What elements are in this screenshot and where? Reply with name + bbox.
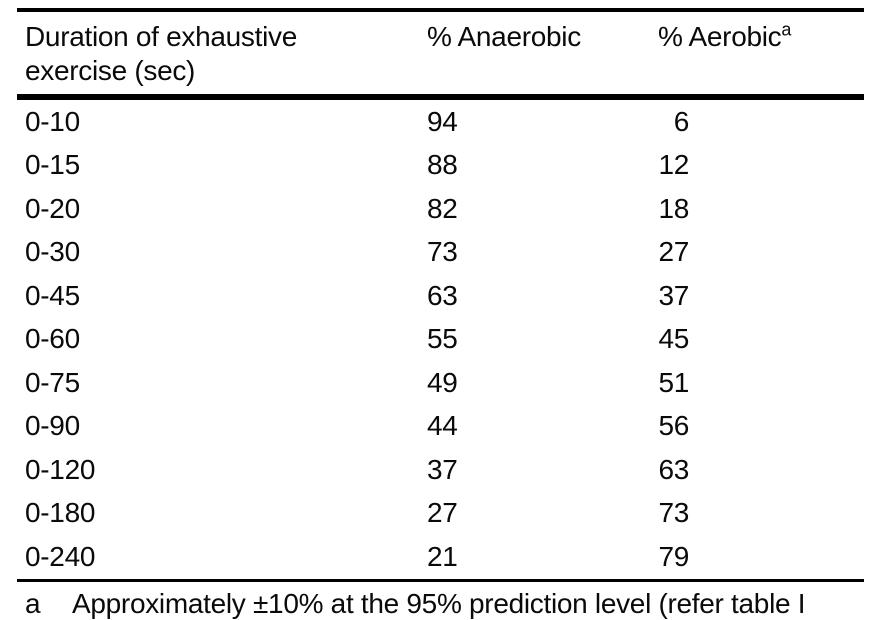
aerobic-value: 51 [658,366,689,398]
duration-value: 0-60 [25,323,80,355]
table-header: Duration of exhaustive exercise (sec) % … [17,10,864,100]
table-row: 0-60 55 45 [17,318,864,362]
cell-anaerobic: 37 [427,448,658,492]
table-row: 0-45 63 37 [17,274,864,318]
anaerobic-value: 82 [427,192,458,224]
aerobic-value: 6 [673,105,690,137]
aerobic-value: 45 [658,323,689,355]
cell-duration: 0-90 [17,405,427,449]
footnote-text: Approximately ±10% at the 95% prediction… [72,587,806,619]
cell-anaerobic: 49 [427,361,658,405]
table-row: 0-30 73 27 [17,231,864,275]
cell-duration: 0-120 [17,448,427,492]
duration-value: 0-240 [25,540,96,572]
duration-value: 0-15 [25,149,80,181]
cell-aerobic: 6 [658,97,864,144]
header-anaerobic: % Anaerobic [427,10,658,100]
table-row: 0-20 82 18 [17,187,864,231]
anaerobic-value: 21 [427,540,458,572]
cell-anaerobic: 21 [427,535,658,582]
cell-duration: 0-180 [17,492,427,536]
anaerobic-value: 88 [427,149,458,181]
table-row: 0-120 37 63 [17,448,864,492]
table-body: 0-10 94 6 0-15 88 12 0-20 82 18 0-3 [17,97,864,582]
anaerobic-value: 63 [427,279,458,311]
cell-aerobic: 79 [658,535,864,582]
aerobic-value: 79 [658,540,689,572]
table-row: 0-240 21 79 [17,535,864,582]
cell-duration: 0-30 [17,231,427,275]
cell-aerobic: 12 [658,144,864,188]
cell-duration: 0-45 [17,274,427,318]
header-duration-label: Duration of exhaustive exercise (sec) [25,21,298,86]
table-row: 0-180 27 73 [17,492,864,536]
cell-aerobic: 73 [658,492,864,536]
cell-duration: 0-20 [17,187,427,231]
energy-contribution-table: Duration of exhaustive exercise (sec) % … [17,8,864,582]
cell-anaerobic: 44 [427,405,658,449]
header-duration: Duration of exhaustive exercise (sec) [17,10,427,100]
aerobic-value: 18 [658,192,689,224]
cell-duration: 0-10 [17,97,427,144]
table-row: 0-75 49 51 [17,361,864,405]
cell-duration: 0-15 [17,144,427,188]
cell-anaerobic: 94 [427,97,658,144]
footnote: a Approximately ±10% at the 95% predicti… [17,588,864,620]
duration-value: 0-75 [25,366,80,398]
anaerobic-value: 94 [427,105,458,137]
aerobic-value: 37 [658,279,689,311]
anaerobic-value: 27 [427,497,458,529]
header-row: Duration of exhaustive exercise (sec) % … [17,10,864,100]
table-row: 0-10 94 6 [17,97,864,144]
anaerobic-value: 49 [427,366,458,398]
table-row: 0-15 88 12 [17,144,864,188]
header-anaerobic-label: % Anaerobic [427,21,581,52]
footnote-marker-superscript: a [781,19,792,40]
anaerobic-value: 55 [427,323,458,355]
cell-aerobic: 18 [658,187,864,231]
header-aerobic: % Aerobica [658,10,864,100]
duration-value: 0-180 [25,497,96,529]
aerobic-value: 27 [658,236,689,268]
duration-value: 0-30 [25,236,80,268]
table-row: 0-90 44 56 [17,405,864,449]
anaerobic-value: 44 [427,410,458,442]
cell-anaerobic: 82 [427,187,658,231]
aerobic-value: 63 [658,453,689,485]
cell-duration: 0-240 [17,535,427,582]
aerobic-value: 12 [658,149,689,181]
table-sheet: Duration of exhaustive exercise (sec) % … [17,8,864,620]
cell-anaerobic: 88 [427,144,658,188]
cell-aerobic: 51 [658,361,864,405]
duration-value: 0-10 [25,105,80,137]
duration-value: 0-45 [25,279,80,311]
cell-duration: 0-60 [17,318,427,362]
anaerobic-value: 37 [427,453,458,485]
cell-anaerobic: 73 [427,231,658,275]
aerobic-value: 56 [658,410,689,442]
aerobic-value: 73 [658,497,689,529]
cell-duration: 0-75 [17,361,427,405]
duration-value: 0-20 [25,192,80,224]
cell-aerobic: 56 [658,405,864,449]
cell-aerobic: 63 [658,448,864,492]
cell-aerobic: 37 [658,274,864,318]
cell-anaerobic: 27 [427,492,658,536]
cell-aerobic: 27 [658,231,864,275]
cell-anaerobic: 63 [427,274,658,318]
header-aerobic-label: % Aerobic [658,21,782,52]
anaerobic-value: 73 [427,236,458,268]
duration-value: 0-90 [25,410,80,442]
cell-aerobic: 45 [658,318,864,362]
footnote-marker: a [25,587,41,619]
duration-value: 0-120 [25,453,96,485]
cell-anaerobic: 55 [427,318,658,362]
